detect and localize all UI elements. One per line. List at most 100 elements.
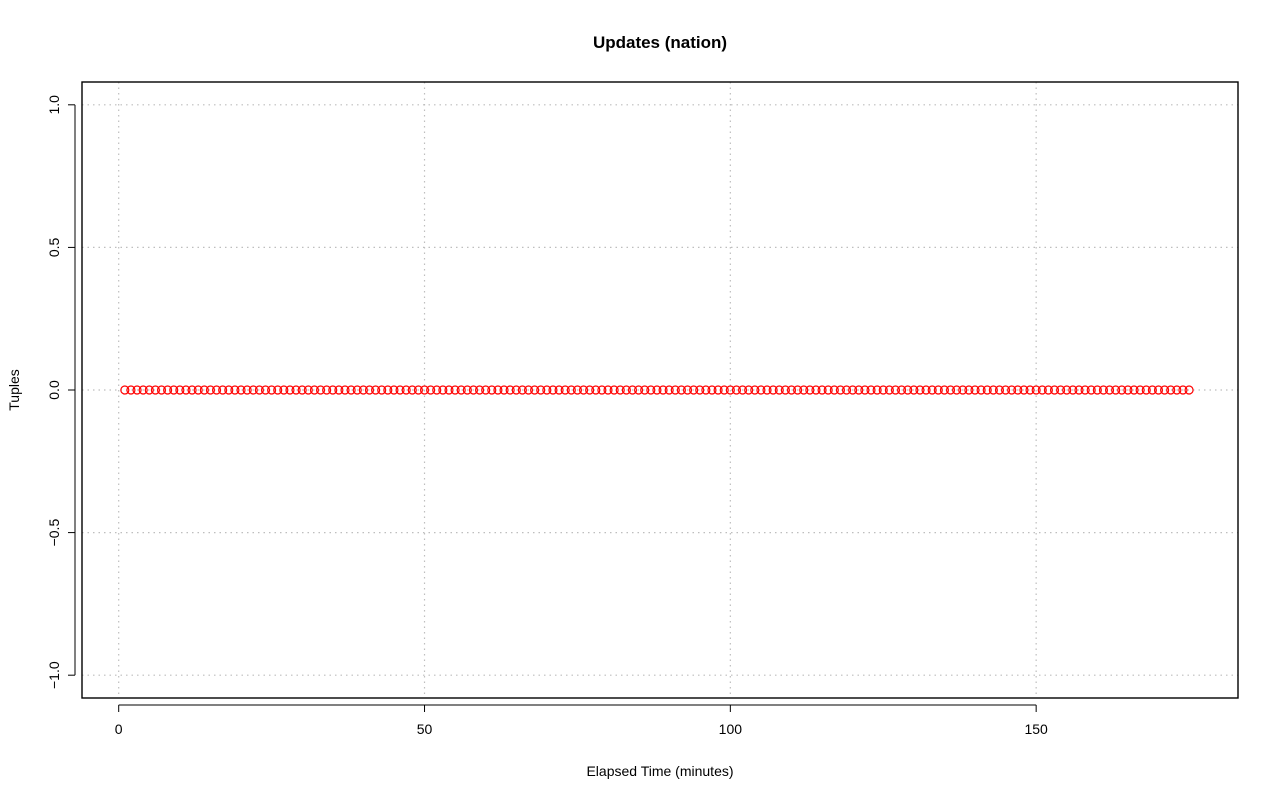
data-point-0-119 xyxy=(848,385,858,395)
data-point-0-131 xyxy=(921,385,931,395)
data-point-0-79 xyxy=(603,385,613,395)
data-point-0-129 xyxy=(909,385,919,395)
data-points xyxy=(120,385,1194,395)
data-point-0-139 xyxy=(970,385,980,395)
plot-area xyxy=(81,81,1239,699)
data-point-0-62 xyxy=(499,385,509,395)
data-point-0-116 xyxy=(829,385,839,395)
data-point-0-23 xyxy=(260,385,271,395)
data-point-0-31 xyxy=(309,385,320,395)
data-point-0-71 xyxy=(554,385,564,395)
data-point-0-122 xyxy=(866,385,876,395)
data-point-0-58 xyxy=(474,385,485,395)
data-point-0-120 xyxy=(854,385,864,395)
data-point-0-59 xyxy=(481,385,491,395)
data-point-0-57 xyxy=(468,385,479,395)
data-point-0-61 xyxy=(493,385,503,395)
x-axis-label: Elapsed Time (minutes) xyxy=(586,763,733,779)
data-point-0-168 xyxy=(1147,385,1157,395)
y-tick-label-3: 0.5 xyxy=(46,237,62,257)
data-point-0-41 xyxy=(370,385,381,395)
data-point-0-140 xyxy=(976,385,986,395)
data-point-0-85 xyxy=(640,385,650,395)
data-point-0-108 xyxy=(780,385,790,395)
data-point-0-117 xyxy=(835,385,846,395)
data-point-0-65 xyxy=(517,385,527,395)
data-point-0-32 xyxy=(315,385,326,395)
data-point-0-157 xyxy=(1080,385,1090,395)
data-point-0-80 xyxy=(609,385,619,395)
data-point-0-125 xyxy=(884,385,894,395)
data-point-0-76 xyxy=(585,385,595,395)
data-point-0-5 xyxy=(150,385,160,395)
data-point-0-69 xyxy=(542,385,552,395)
data-point-0-136 xyxy=(952,385,962,395)
data-point-0-167 xyxy=(1141,385,1151,395)
data-point-0-172 xyxy=(1172,385,1182,395)
data-point-0-37 xyxy=(346,385,356,395)
y-tick-label-4: 1.0 xyxy=(46,95,62,115)
data-point-0-66 xyxy=(523,385,534,395)
data-point-0-13 xyxy=(199,385,209,395)
chart-title: Updates (nation) xyxy=(593,33,727,52)
data-point-0-121 xyxy=(860,385,870,395)
data-point-0-8 xyxy=(169,385,179,395)
data-point-0-145 xyxy=(1007,385,1017,395)
x-tick-label-2: 100 xyxy=(719,721,743,737)
data-point-0-150 xyxy=(1037,385,1047,395)
y-axis-label: Tuples xyxy=(6,369,22,411)
data-point-0-30 xyxy=(303,385,313,395)
data-point-0-4 xyxy=(144,385,154,395)
data-point-0-54 xyxy=(450,385,460,395)
data-point-0-21 xyxy=(248,385,258,395)
data-point-0-14 xyxy=(205,385,216,395)
data-point-0-138 xyxy=(964,385,974,395)
data-point-0-94 xyxy=(695,385,705,395)
data-point-0-45 xyxy=(395,385,405,395)
x-tick-label-1: 50 xyxy=(417,721,433,737)
data-point-0-28 xyxy=(291,385,301,395)
data-point-0-43 xyxy=(383,385,393,395)
data-point-0-158 xyxy=(1086,385,1096,395)
data-point-0-128 xyxy=(903,385,913,395)
data-point-0-2 xyxy=(132,385,142,395)
data-point-0-1 xyxy=(126,385,136,395)
data-point-0-149 xyxy=(1031,385,1041,395)
data-point-0-137 xyxy=(958,385,968,395)
data-point-0-34 xyxy=(328,385,338,395)
data-point-0-164 xyxy=(1123,385,1133,395)
data-point-0-114 xyxy=(817,385,827,395)
x-tick-label-3: 150 xyxy=(1024,721,1048,737)
data-point-0-174 xyxy=(1184,385,1194,395)
data-point-0-156 xyxy=(1074,385,1084,395)
x-tick-label-0: 0 xyxy=(115,721,123,737)
data-point-0-0 xyxy=(120,385,130,395)
grid xyxy=(82,82,1238,698)
data-point-0-159 xyxy=(1092,385,1102,395)
data-point-0-148 xyxy=(1025,385,1035,395)
data-point-0-9 xyxy=(175,385,185,395)
data-point-0-44 xyxy=(389,385,399,395)
data-point-0-89 xyxy=(664,385,674,395)
data-point-0-142 xyxy=(988,385,998,395)
data-point-0-100 xyxy=(731,385,742,395)
data-point-0-113 xyxy=(811,385,821,395)
data-point-0-12 xyxy=(193,385,203,395)
data-point-0-40 xyxy=(364,385,375,395)
data-point-0-7 xyxy=(163,385,173,395)
data-point-0-72 xyxy=(560,385,570,395)
data-point-0-124 xyxy=(878,385,888,395)
data-point-0-68 xyxy=(536,385,546,395)
y-tick-label-2: 0.0 xyxy=(46,380,62,400)
data-point-0-63 xyxy=(505,385,515,395)
data-point-0-155 xyxy=(1068,385,1078,395)
data-point-0-127 xyxy=(896,385,907,395)
data-point-0-152 xyxy=(1049,385,1060,395)
data-point-0-161 xyxy=(1104,385,1115,395)
y-tick-label-1: −0.5 xyxy=(46,519,62,547)
data-point-0-146 xyxy=(1013,385,1023,395)
y-axis: −1.0 −0.5 0.0 0.5 1.0 xyxy=(46,95,76,689)
data-point-0-101 xyxy=(737,385,748,395)
data-point-0-38 xyxy=(352,385,362,395)
